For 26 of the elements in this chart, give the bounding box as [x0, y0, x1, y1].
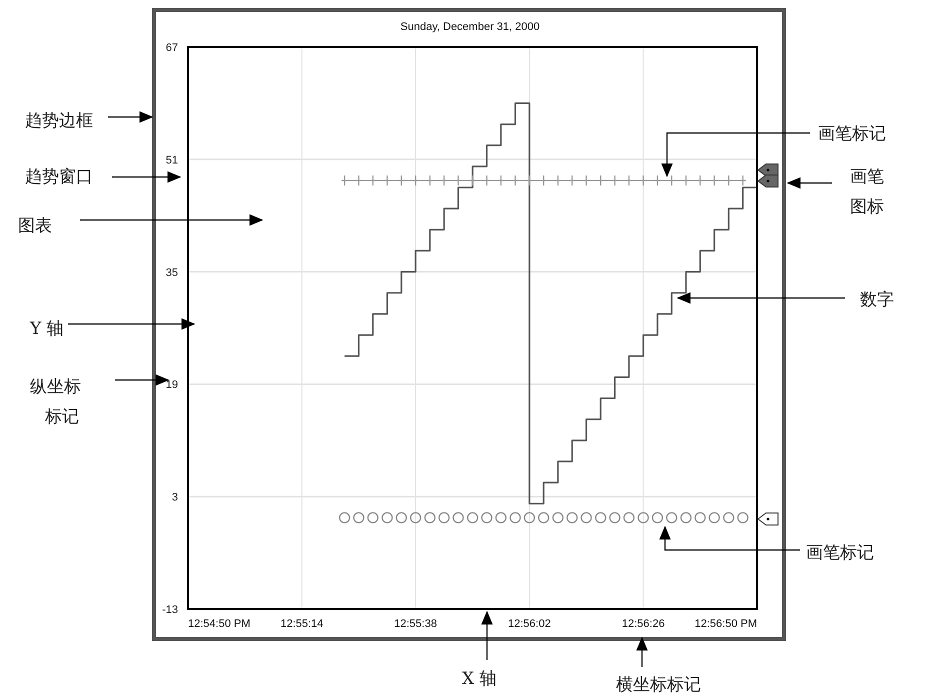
text: 画笔标记 — [818, 124, 886, 144]
chart-title: Sunday, December 31, 2000 — [400, 21, 540, 33]
y-tick-label: -13 — [162, 604, 178, 616]
x-tick-label: 12:55:14 — [280, 618, 324, 630]
y-tick-label: 3 — [172, 492, 178, 504]
y-tick-label: 35 — [166, 266, 178, 279]
text: 图标 — [850, 197, 884, 217]
x-tick-label: 12:56:26 — [622, 618, 665, 630]
text: 趋势边框 — [25, 111, 93, 131]
text: X 轴 — [462, 669, 497, 689]
y-tick-label: 19 — [166, 379, 178, 392]
x-tick-label: 12:54:50 PM — [188, 618, 250, 630]
text: 标记 — [44, 407, 79, 427]
x-tick-label: 12:56:02 — [508, 618, 551, 630]
text: 数字 — [860, 290, 894, 310]
y-tick-label: 51 — [166, 154, 178, 166]
y-tick-label: 67 — [166, 42, 178, 54]
text: 横坐标标记 — [616, 675, 701, 694]
text: Y 轴 — [29, 319, 64, 339]
text: 画笔 — [850, 167, 884, 187]
text: 纵坐标 — [30, 377, 81, 397]
x-tick-label: 12:56:50 PM — [694, 618, 757, 630]
text: 图表 — [18, 216, 52, 236]
text: 画笔标记 — [806, 543, 874, 563]
x-tick-label: 12:55:38 — [394, 618, 437, 630]
text: 趋势窗口 — [25, 167, 93, 187]
